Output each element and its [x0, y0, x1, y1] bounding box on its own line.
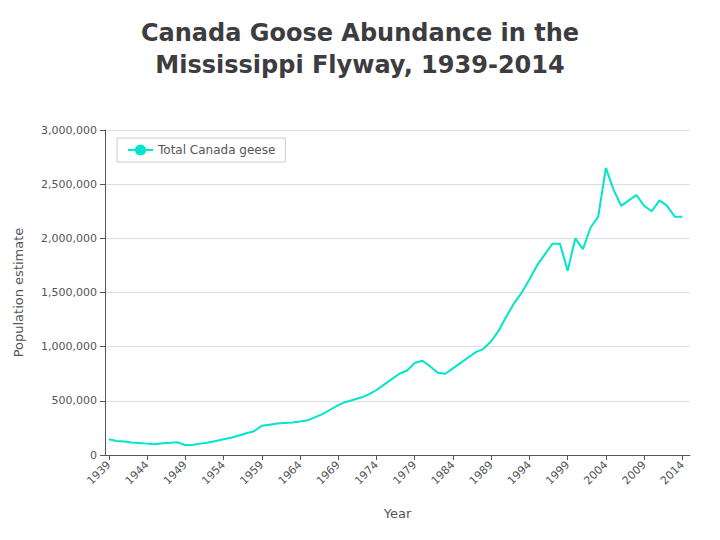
svg-text:1994: 1994	[505, 458, 534, 487]
svg-text:1999: 1999	[543, 458, 572, 487]
svg-text:0: 0	[90, 449, 97, 462]
svg-text:Year: Year	[383, 506, 412, 521]
svg-text:1969: 1969	[314, 458, 343, 487]
svg-text:3,000,000: 3,000,000	[41, 124, 97, 137]
svg-text:1949: 1949	[161, 458, 190, 487]
svg-text:Population estimate: Population estimate	[11, 228, 26, 358]
svg-text:500,000: 500,000	[52, 394, 98, 407]
svg-text:1959: 1959	[237, 458, 266, 487]
svg-text:Mississippi Flyway, 1939-2014: Mississippi Flyway, 1939-2014	[155, 51, 564, 79]
svg-text:2,500,000: 2,500,000	[41, 178, 97, 191]
svg-text:1979: 1979	[390, 458, 419, 487]
svg-text:Total Canada geese: Total Canada geese	[157, 143, 275, 157]
svg-text:1984: 1984	[429, 458, 458, 487]
svg-text:1939: 1939	[84, 458, 113, 487]
svg-text:1944: 1944	[123, 458, 152, 487]
svg-text:1,500,000: 1,500,000	[41, 286, 97, 299]
svg-text:1964: 1964	[276, 458, 305, 487]
svg-text:1,000,000: 1,000,000	[41, 340, 97, 353]
svg-text:2014: 2014	[658, 458, 687, 487]
svg-text:2004: 2004	[582, 458, 611, 487]
svg-text:2009: 2009	[620, 458, 649, 487]
svg-text:1974: 1974	[352, 458, 381, 487]
svg-text:2,000,000: 2,000,000	[41, 232, 97, 245]
svg-text:Canada Goose Abundance in the: Canada Goose Abundance in the	[141, 19, 579, 47]
svg-text:1954: 1954	[199, 458, 228, 487]
svg-text:1989: 1989	[467, 458, 496, 487]
